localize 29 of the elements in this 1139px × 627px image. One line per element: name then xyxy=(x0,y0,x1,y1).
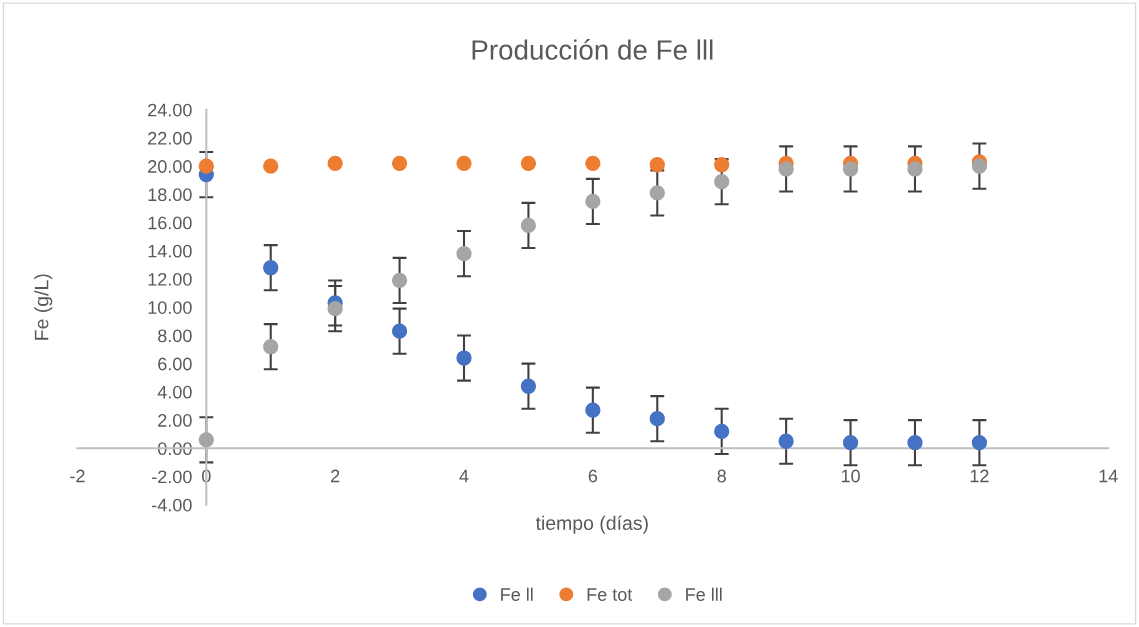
x-axis-title: tiempo (días) xyxy=(535,515,648,534)
y-tick-label: 18.00 xyxy=(148,188,192,202)
x-tick-label: 4 xyxy=(459,469,469,483)
y-tick-label: 2.00 xyxy=(158,414,192,427)
y-tick-label: -2.00 xyxy=(152,470,192,484)
legend-label: Fe lll xyxy=(686,587,722,601)
y-tick-label: 24.00 xyxy=(148,103,192,117)
y-tick-label: 14.00 xyxy=(148,244,192,258)
x-tick-label: -2 xyxy=(70,469,85,483)
y-tick-label: 20.00 xyxy=(148,160,192,173)
x-tick-label: 10 xyxy=(841,469,860,483)
x-tick-label: 0 xyxy=(201,469,211,483)
y-tick-label: 16.00 xyxy=(148,216,192,230)
chart-title: Producción de Fe lll xyxy=(472,39,713,60)
y-tick-label: 22.00 xyxy=(148,131,192,145)
legend-label: Fe ll xyxy=(501,587,533,601)
x-tick-label: 8 xyxy=(717,469,726,483)
y-axis-title: Fe (g/L) xyxy=(34,274,53,340)
y-tick-label: 10.00 xyxy=(148,301,192,314)
x-tick-label: 2 xyxy=(331,469,340,483)
y-tick-label: 4.00 xyxy=(157,385,192,399)
y-tick-label: 12.00 xyxy=(148,272,192,286)
x-tick-label: 12 xyxy=(970,469,989,483)
y-tick-label: 6.00 xyxy=(158,357,192,371)
y-tick-label: 8.00 xyxy=(158,329,192,343)
y-tick-label: -4.00 xyxy=(152,498,192,512)
x-tick-label: 6 xyxy=(588,469,598,483)
x-tick-label: 14 xyxy=(1099,469,1118,483)
legend-label: Fe tot xyxy=(587,588,633,601)
